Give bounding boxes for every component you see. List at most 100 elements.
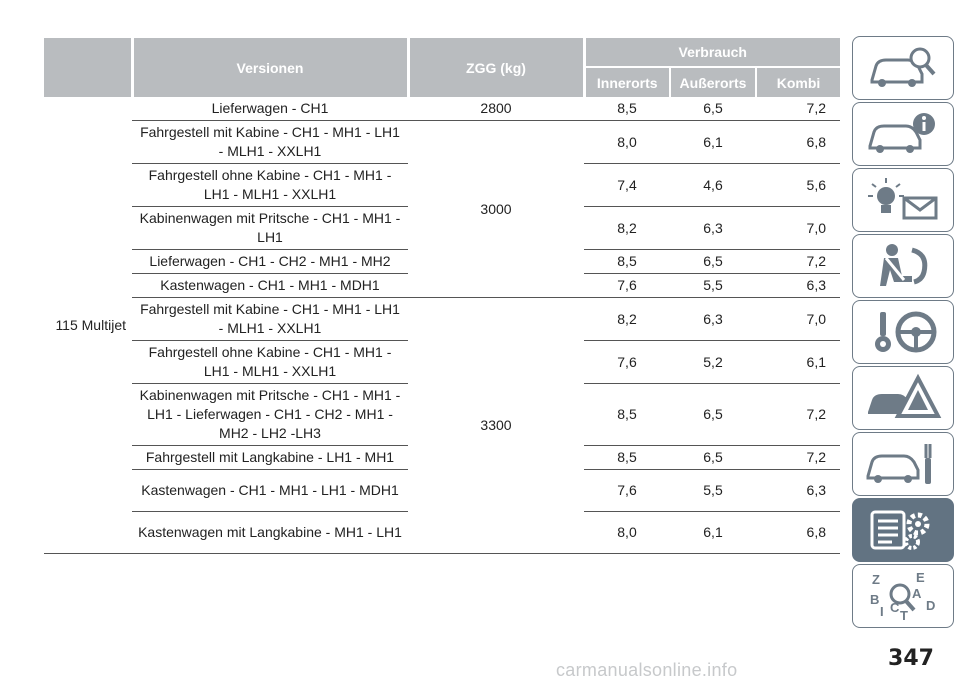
zgg-cell: 3300 bbox=[408, 297, 584, 554]
innerorts-cell: 8,5 bbox=[584, 97, 670, 121]
index-letter: Z bbox=[872, 572, 880, 587]
chapter-tab-warning-lights[interactable] bbox=[852, 168, 954, 232]
ausserorts-cell: 6,5 bbox=[670, 445, 756, 470]
kombi-cell: 6,3 bbox=[756, 469, 840, 512]
version-cell: Fahrgestell mit Kabine - CH1 - MH1 - LH1… bbox=[132, 297, 408, 341]
table-row: Kastenwagen mit Langkabine - MH1 - LH1 8… bbox=[44, 511, 840, 554]
index-letter: T bbox=[900, 608, 908, 622]
innerorts-cell: 7,6 bbox=[584, 340, 670, 384]
chapter-tab-safety[interactable] bbox=[852, 234, 954, 298]
ausserorts-cell: 6,5 bbox=[670, 249, 756, 274]
kombi-cell: 5,6 bbox=[756, 163, 840, 207]
kombi-cell: 6,1 bbox=[756, 340, 840, 384]
header-kombi: Kombi bbox=[755, 66, 840, 97]
ausserorts-cell: 5,2 bbox=[670, 340, 756, 384]
steering-key-icon bbox=[875, 311, 937, 353]
table-row: Lieferwagen - CH1 - CH2 - MH1 - MH2 8,5 … bbox=[44, 249, 840, 274]
version-cell: Lieferwagen - CH1 - CH2 - MH1 - MH2 bbox=[132, 249, 408, 274]
alphabetical-index-icon: Z E A B C D I T bbox=[870, 570, 935, 622]
ausserorts-cell: 6,5 bbox=[670, 97, 756, 121]
header-ausserorts: Außerorts bbox=[669, 66, 756, 97]
page-number: 347 bbox=[888, 646, 934, 671]
innerorts-cell: 8,2 bbox=[584, 206, 670, 250]
seatbelt-airbag-icon bbox=[880, 244, 928, 286]
table-row: Kabinenwagen mit Pritsche - CH1 - MH1 - … bbox=[44, 383, 840, 446]
innerorts-cell: 8,5 bbox=[584, 249, 670, 274]
table-row: Fahrgestell ohne Kabine - CH1 - MH1 - LH… bbox=[44, 163, 840, 207]
ausserorts-cell: 6,1 bbox=[670, 511, 756, 554]
zgg-cell: 3000 bbox=[408, 120, 584, 298]
version-cell: Kastenwagen - CH1 - MH1 - MDH1 bbox=[132, 273, 408, 298]
index-letter: C bbox=[890, 600, 900, 615]
innerorts-cell: 8,5 bbox=[584, 445, 670, 470]
index-letter: E bbox=[916, 570, 925, 585]
table-row: 115 Multijet Lieferwagen - CH1 2800 8,5 … bbox=[44, 97, 840, 554]
version-cell: Fahrgestell mit Langkabine - LH1 - MH1 bbox=[132, 445, 408, 470]
innerorts-cell: 7,4 bbox=[584, 163, 670, 207]
innerorts-cell: 7,6 bbox=[584, 469, 670, 512]
chapter-tab-starting[interactable] bbox=[852, 300, 954, 364]
index-letter: I bbox=[880, 604, 884, 619]
chapter-tab-emergency[interactable] bbox=[852, 366, 954, 430]
chapter-sidebar: Z E A B C D I T bbox=[852, 36, 956, 630]
header-zgg: ZGG (kg) bbox=[406, 38, 584, 97]
car-search-icon bbox=[870, 47, 936, 87]
ausserorts-cell: 6,3 bbox=[670, 297, 756, 341]
car-service-icon bbox=[866, 444, 932, 484]
innerorts-cell: 8,5 bbox=[584, 383, 670, 446]
kombi-cell: 7,2 bbox=[756, 249, 840, 274]
technical-data-icon bbox=[870, 510, 930, 550]
ausserorts-cell: 5,5 bbox=[670, 469, 756, 512]
chapter-tab-technical-data[interactable] bbox=[852, 498, 954, 562]
version-cell: Fahrgestell mit Kabine - CH1 - MH1 - LH1… bbox=[132, 120, 408, 164]
chapter-tab-index[interactable]: Z E A B C D I T bbox=[852, 564, 954, 628]
header-engine-blank bbox=[44, 38, 132, 97]
ausserorts-cell: 6,3 bbox=[670, 206, 756, 250]
innerorts-cell: 7,6 bbox=[584, 273, 670, 298]
ausserorts-cell: 6,1 bbox=[670, 120, 756, 164]
header-verbrauch: Verbrauch bbox=[582, 38, 840, 67]
consumption-table: Versionen ZGG (kg) Verbrauch Innerorts A… bbox=[44, 38, 840, 554]
kombi-cell: 7,2 bbox=[756, 97, 840, 121]
ausserorts-cell: 5,5 bbox=[670, 273, 756, 298]
version-cell: Fahrgestell ohne Kabine - CH1 - MH1 - LH… bbox=[132, 340, 408, 384]
version-cell: Kastenwagen - CH1 - MH1 - LH1 - MDH1 bbox=[132, 469, 408, 512]
innerorts-cell: 8,0 bbox=[584, 120, 670, 164]
watermark: carmanualsonline.info bbox=[556, 660, 738, 680]
warning-lights-icon bbox=[868, 178, 938, 220]
table-row: Kastenwagen - CH1 - MH1 - MDH1 7,6 5,5 6… bbox=[44, 273, 840, 298]
innerorts-cell: 8,0 bbox=[584, 511, 670, 554]
table-row: Fahrgestell mit Langkabine - LH1 - MH1 8… bbox=[44, 445, 840, 470]
breakdown-triangle-icon bbox=[868, 373, 942, 418]
header-innerorts: Innerorts bbox=[582, 66, 670, 97]
header-versionen: Versionen bbox=[130, 38, 408, 97]
version-cell: Fahrgestell ohne Kabine - CH1 - MH1 - LH… bbox=[132, 163, 408, 207]
chapter-tab-car-search[interactable] bbox=[852, 36, 954, 100]
kombi-cell: 6,8 bbox=[756, 511, 840, 554]
ausserorts-cell: 6,5 bbox=[670, 383, 756, 446]
kombi-cell: 6,3 bbox=[756, 273, 840, 298]
engine-cell: 115 Multijet bbox=[44, 97, 132, 554]
innerorts-cell: 8,2 bbox=[584, 297, 670, 341]
kombi-cell: 7,2 bbox=[756, 383, 840, 446]
kombi-cell: 7,0 bbox=[756, 297, 840, 341]
index-letter: B bbox=[870, 592, 879, 607]
car-info-icon bbox=[868, 113, 935, 153]
table-row: Fahrgestell mit Kabine - CH1 - MH1 - LH1… bbox=[44, 297, 840, 554]
index-letter: D bbox=[926, 598, 935, 613]
version-cell: Kabinenwagen mit Pritsche - CH1 - MH1 - … bbox=[132, 383, 408, 446]
version-cell: Kastenwagen mit Langkabine - MH1 - LH1 bbox=[132, 511, 408, 554]
zgg-cell: 2800 bbox=[408, 97, 584, 121]
kombi-cell: 7,0 bbox=[756, 206, 840, 250]
table-row: Fahrgestell ohne Kabine - CH1 - MH1 - LH… bbox=[44, 340, 840, 384]
chapter-tab-service[interactable] bbox=[852, 432, 954, 496]
version-cell: Lieferwagen - CH1 bbox=[132, 97, 408, 121]
kombi-cell: 6,8 bbox=[756, 120, 840, 164]
table-row: Kastenwagen - CH1 - MH1 - LH1 - MDH1 7,6… bbox=[44, 469, 840, 512]
version-cell: Kabinenwagen mit Pritsche - CH1 - MH1 - … bbox=[132, 206, 408, 250]
chapter-tab-car-info[interactable] bbox=[852, 102, 954, 166]
index-letter: A bbox=[912, 586, 922, 601]
table-row: Kabinenwagen mit Pritsche - CH1 - MH1 - … bbox=[44, 206, 840, 250]
kombi-cell: 7,2 bbox=[756, 445, 840, 470]
ausserorts-cell: 4,6 bbox=[670, 163, 756, 207]
